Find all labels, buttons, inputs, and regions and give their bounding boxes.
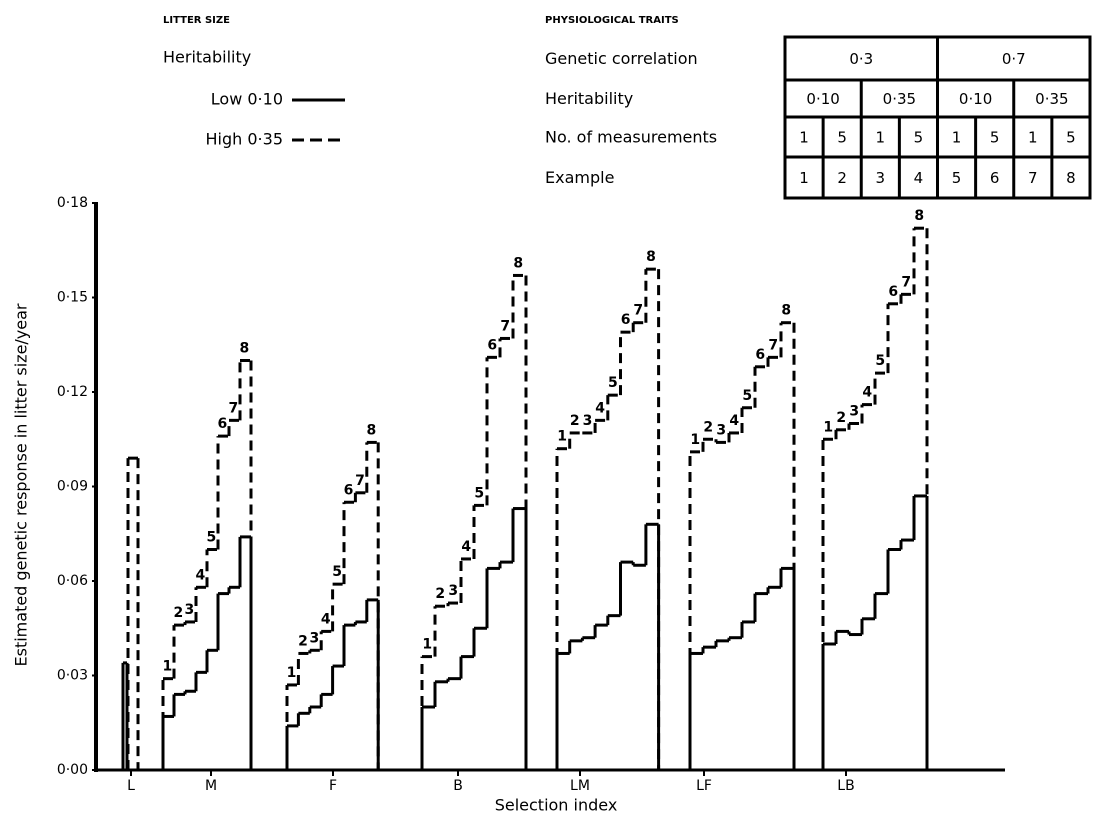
- step-label: 5: [207, 530, 217, 546]
- step-label: 7: [355, 473, 365, 489]
- step-label: 6: [218, 416, 228, 432]
- key-cell: 1: [799, 169, 809, 187]
- x-tick-label: B: [453, 778, 463, 794]
- step-label: 7: [229, 400, 239, 416]
- step-label: 8: [240, 341, 250, 357]
- step-label: 2: [435, 586, 445, 602]
- step-label: 7: [500, 318, 510, 334]
- step-label: 8: [646, 249, 656, 265]
- step-label: 1: [823, 419, 833, 435]
- step-label: 6: [888, 284, 898, 300]
- step-label: 3: [185, 602, 195, 618]
- y-tick-label: 0·06: [57, 573, 88, 589]
- step-label: 3: [448, 583, 458, 599]
- step-label: 1: [690, 432, 700, 448]
- key-cell: 5: [990, 129, 1000, 147]
- step-label: 2: [570, 413, 580, 429]
- step-label: 1: [163, 659, 173, 675]
- legend-subtitle: Heritability: [163, 48, 251, 67]
- key-cell: 5: [837, 129, 847, 147]
- step-label: 5: [742, 388, 752, 404]
- key-cell: 1: [952, 129, 962, 147]
- x-tick-label: M: [205, 778, 217, 794]
- key-cell: 0·35: [1035, 90, 1068, 108]
- key-cell: 0·7: [1002, 50, 1026, 68]
- y-axis-label: Estimated genetic response in litter siz…: [12, 303, 31, 666]
- step-label: 6: [344, 482, 354, 498]
- key-cell: 5: [1066, 129, 1076, 147]
- key-title: PHYSIOLOGICAL TRAITS: [545, 15, 679, 26]
- step-label: 2: [298, 633, 308, 649]
- step-label: 5: [608, 375, 618, 391]
- step-label: 3: [849, 404, 859, 420]
- key-cell: 0·10: [959, 90, 992, 108]
- y-tick-label: 0·15: [57, 290, 88, 306]
- x-axis-label: Selection index: [495, 796, 618, 815]
- key-cell: 6: [990, 169, 1000, 187]
- legend-label: Low 0·10: [211, 90, 283, 109]
- y-tick-label: 0·00: [57, 762, 88, 778]
- step-label: 7: [633, 303, 643, 319]
- step-label: 8: [914, 208, 924, 224]
- step-label: 2: [703, 419, 713, 435]
- step-label: 1: [422, 637, 432, 653]
- key-cell: 1: [1028, 129, 1038, 147]
- x-tick-label: F: [329, 778, 337, 794]
- legend-title: LITTER SIZE: [163, 15, 230, 26]
- y-tick-label: 0·12: [57, 384, 88, 400]
- step-label: 4: [595, 400, 605, 416]
- key-cell: 5: [952, 169, 962, 187]
- key-cell: 4: [914, 169, 924, 187]
- key-cell: 8: [1066, 169, 1076, 187]
- key-cell: 5: [914, 129, 924, 147]
- x-tick-label: LF: [696, 778, 712, 794]
- step-label: 4: [196, 567, 206, 583]
- x-tick-label: L: [127, 778, 135, 794]
- step-label: 8: [781, 303, 791, 319]
- step-label: 6: [755, 347, 765, 363]
- step-label: 5: [875, 353, 885, 369]
- step-label: 5: [332, 564, 342, 580]
- key-row-label: Example: [545, 168, 614, 187]
- step-label: 3: [309, 630, 319, 646]
- step-label: 1: [557, 429, 567, 445]
- y-tick-label: 0·09: [57, 479, 88, 495]
- step-label: 6: [487, 337, 497, 353]
- key-row-label: No. of measurements: [545, 128, 717, 147]
- x-tick-label: LM: [570, 778, 590, 794]
- key-cell: 0·35: [883, 90, 916, 108]
- key-cell: 2: [837, 169, 847, 187]
- y-tick-label: 0·03: [57, 668, 88, 684]
- step-label: 3: [583, 413, 593, 429]
- step-label: 6: [621, 312, 631, 328]
- step-label: 3: [716, 422, 726, 438]
- step-label: 7: [901, 274, 911, 290]
- key-row-label: Heritability: [545, 89, 633, 108]
- key-cell: 3: [876, 169, 886, 187]
- key-cell: 1: [799, 129, 809, 147]
- step-label: 4: [321, 611, 331, 627]
- step-label: 7: [768, 337, 778, 353]
- key-cell: 7: [1028, 169, 1038, 187]
- y-tick-label: 0·18: [57, 195, 88, 211]
- step-label: 2: [174, 605, 184, 621]
- x-tick-label: LB: [837, 778, 854, 794]
- step-label: 8: [366, 422, 376, 438]
- step-label: 4: [729, 413, 739, 429]
- key-cell: 0·10: [806, 90, 839, 108]
- step-label: 4: [461, 539, 471, 555]
- step-label: 1: [287, 665, 297, 681]
- step-label: 5: [474, 485, 484, 501]
- legend-label: High 0·35: [206, 130, 283, 149]
- key-cell: 0·3: [849, 50, 873, 68]
- step-label: 2: [836, 410, 846, 426]
- step-label: 4: [862, 385, 872, 401]
- key-row-label: Genetic correlation: [545, 49, 698, 68]
- key-cell: 1: [876, 129, 886, 147]
- step-label: 8: [513, 255, 523, 271]
